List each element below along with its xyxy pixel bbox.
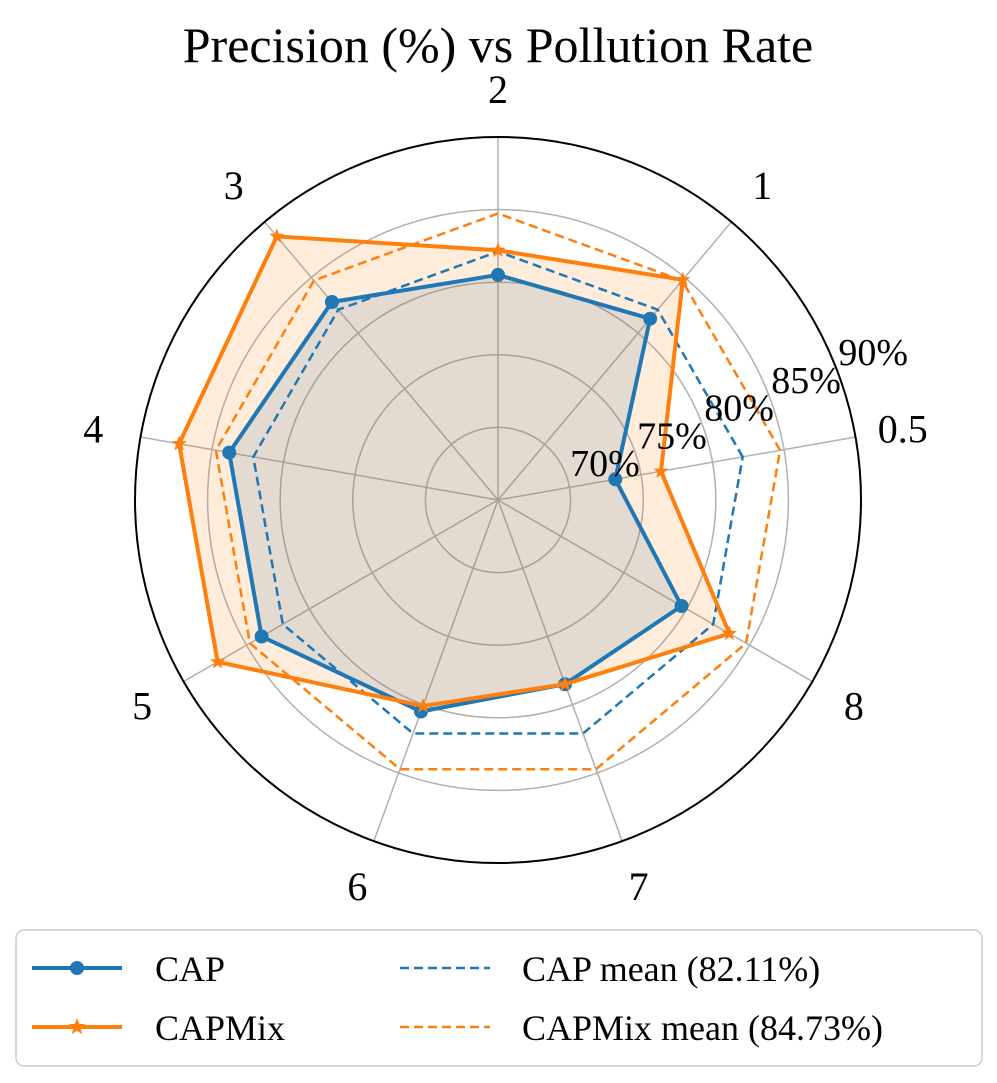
legend: CAP CAPMix CAP mean (82.11%) CAPMix mean… <box>15 929 983 1067</box>
legend-cap-mean-label: CAP mean (82.11%) <box>522 949 820 989</box>
point-cap-4 <box>222 445 237 460</box>
spoke-0.5 <box>497 436 856 501</box>
point-cap-0.5 <box>608 472 623 487</box>
outer-boundary <box>134 136 862 864</box>
radial-tick-label-70: 70% <box>570 443 640 485</box>
point-capmix-6 <box>415 698 431 713</box>
point-capmix-2 <box>490 242 506 257</box>
point-capmix-8 <box>721 625 737 641</box>
spoke-1 <box>497 221 732 501</box>
point-cap-3 <box>324 295 339 309</box>
mean-line-0 <box>251 250 745 735</box>
axis-label-1: 1 <box>752 163 772 208</box>
axis-label-4: 4 <box>83 407 103 452</box>
axis-labels: 0.5 1 2 3 4 5 6 7 8 70%75%80%85%90% <box>83 67 928 909</box>
axis-label-0.5: 0.5 <box>878 407 928 452</box>
legend-item-capmix-mean: CAPMix mean (84.73%) <box>400 1008 883 1048</box>
point-capmix-1 <box>675 271 691 287</box>
point-capmix-4 <box>171 435 187 451</box>
point-cap-8 <box>674 599 689 613</box>
point-cap-1 <box>643 311 658 326</box>
point-capmix-3 <box>269 228 285 243</box>
radial-tick-label-80: 80% <box>704 388 774 430</box>
point-cap-5 <box>254 629 269 644</box>
axis-label-5: 5 <box>132 684 152 729</box>
axis-label-3: 3 <box>224 163 244 208</box>
legend-item-cap: CAP <box>32 949 225 989</box>
legend-cap-label: CAP <box>155 949 225 989</box>
point-capmix-0.5 <box>653 463 669 478</box>
series-fill-cap <box>229 274 682 712</box>
radial-tick-label-85: 85% <box>771 360 841 402</box>
axis-label-2: 2 <box>488 67 508 112</box>
point-cap-2 <box>491 267 505 282</box>
legend-item-cap-mean: CAP mean (82.11%) <box>400 949 820 989</box>
axis-label-6: 6 <box>347 864 367 909</box>
legend-cap-marker-icon <box>70 961 84 975</box>
legend-frame <box>15 929 983 1067</box>
mean-line-1 <box>214 212 782 771</box>
series-line-cap <box>227 272 685 714</box>
spoke-7 <box>497 499 623 842</box>
spoke-4 <box>140 436 499 501</box>
radial-tick-label-90: 90% <box>838 332 908 374</box>
legend-capmix-star-icon <box>68 1018 86 1035</box>
series-fill-capmix <box>179 236 730 706</box>
legend-item-capmix: CAPMix <box>32 1008 285 1048</box>
legend-capmix-label: CAPMix <box>155 1008 285 1048</box>
spoke-8 <box>497 499 813 683</box>
spoke-6 <box>373 499 499 842</box>
radial-tick-label-75: 75% <box>637 415 707 457</box>
legend-capmix-mean-label: CAPMix mean (84.73%) <box>522 1008 883 1048</box>
radial-grid <box>134 136 862 864</box>
series-layer <box>171 212 782 771</box>
spoke-5 <box>183 499 499 683</box>
point-capmix-5 <box>210 653 226 669</box>
chart-title: Precision (%) vs Pollution Rate <box>183 17 814 73</box>
axis-label-8: 8 <box>844 684 864 729</box>
point-capmix-7 <box>557 676 573 691</box>
axis-label-7: 7 <box>629 864 649 909</box>
series-line-capmix <box>177 234 733 709</box>
spoke-3 <box>264 221 499 501</box>
